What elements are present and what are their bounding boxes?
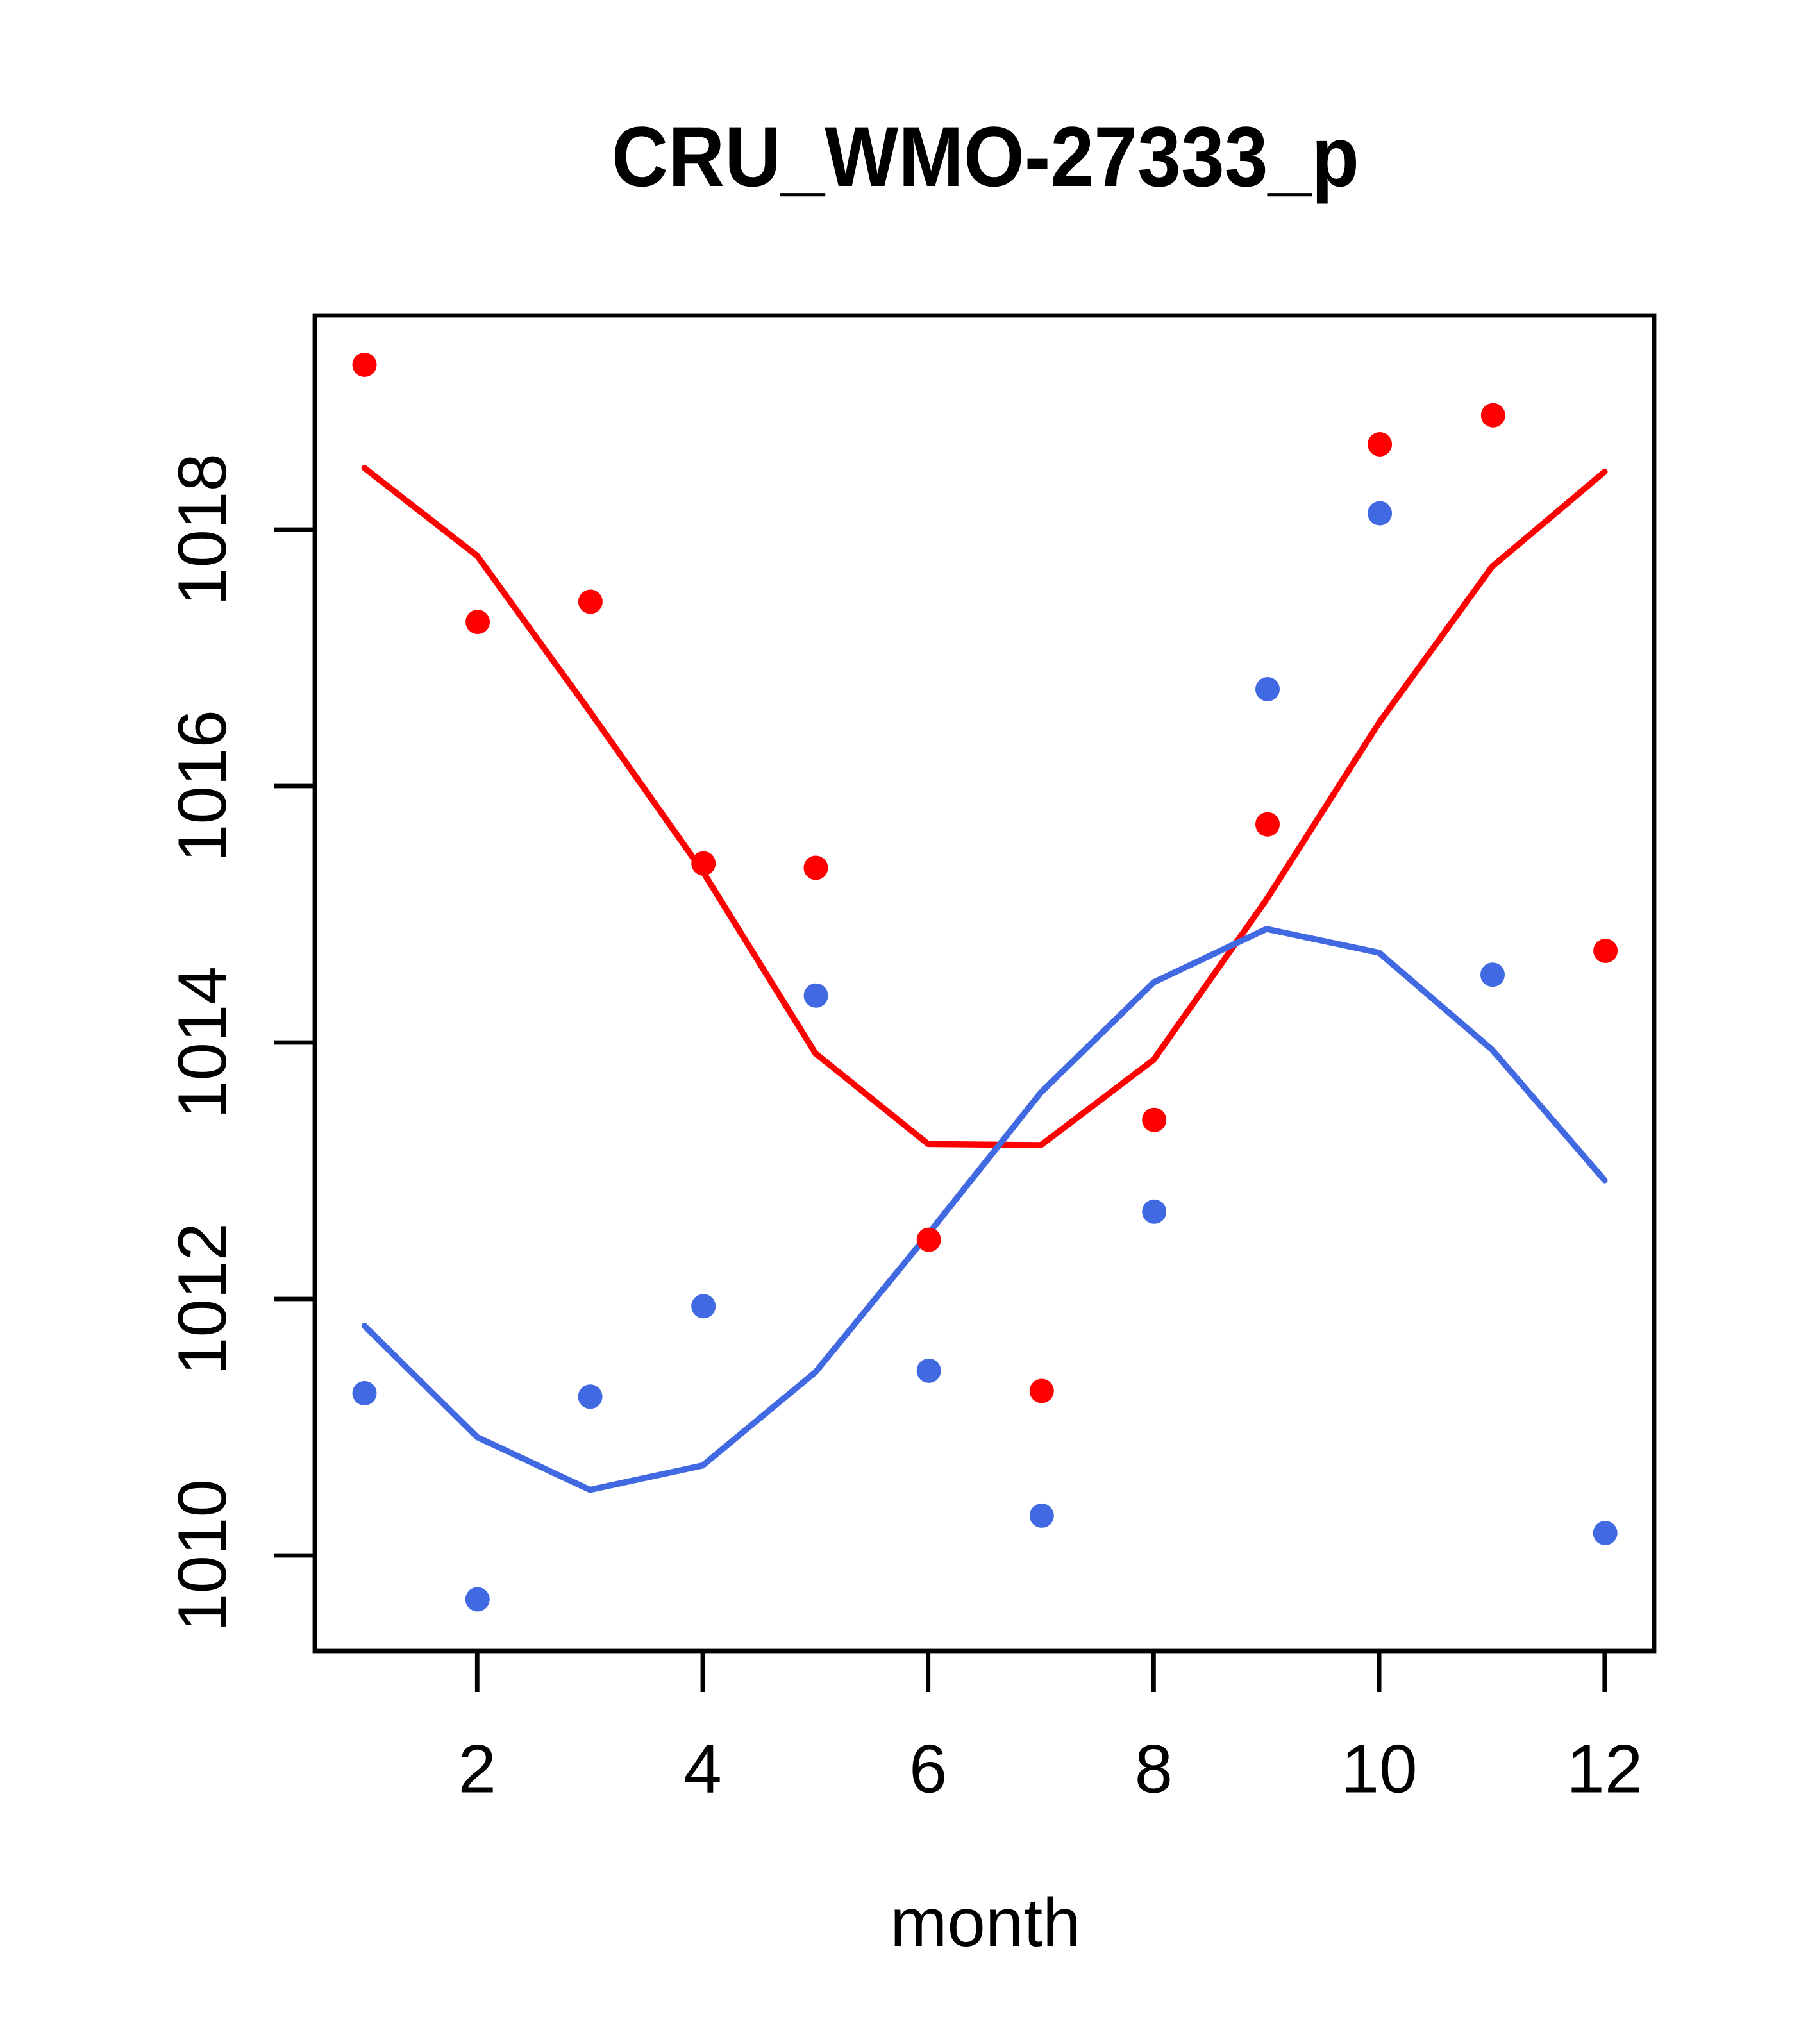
svg-text:CRU_WMO-27333_p: CRU_WMO-27333_p — [612, 110, 1359, 205]
svg-text:10: 10 — [1341, 1730, 1418, 1807]
svg-text:12: 12 — [1566, 1730, 1643, 1807]
svg-text:1018: 1018 — [163, 453, 240, 606]
svg-text:4: 4 — [683, 1730, 722, 1807]
svg-text:6: 6 — [909, 1730, 948, 1807]
svg-text:1014: 1014 — [163, 966, 240, 1119]
svg-text:1012: 1012 — [163, 1223, 240, 1375]
svg-text:1016: 1016 — [163, 710, 240, 862]
svg-text:month: month — [890, 1884, 1080, 1961]
svg-text:8: 8 — [1135, 1730, 1173, 1807]
svg-text:1010: 1010 — [163, 1479, 240, 1632]
svg-text:2: 2 — [458, 1730, 497, 1807]
